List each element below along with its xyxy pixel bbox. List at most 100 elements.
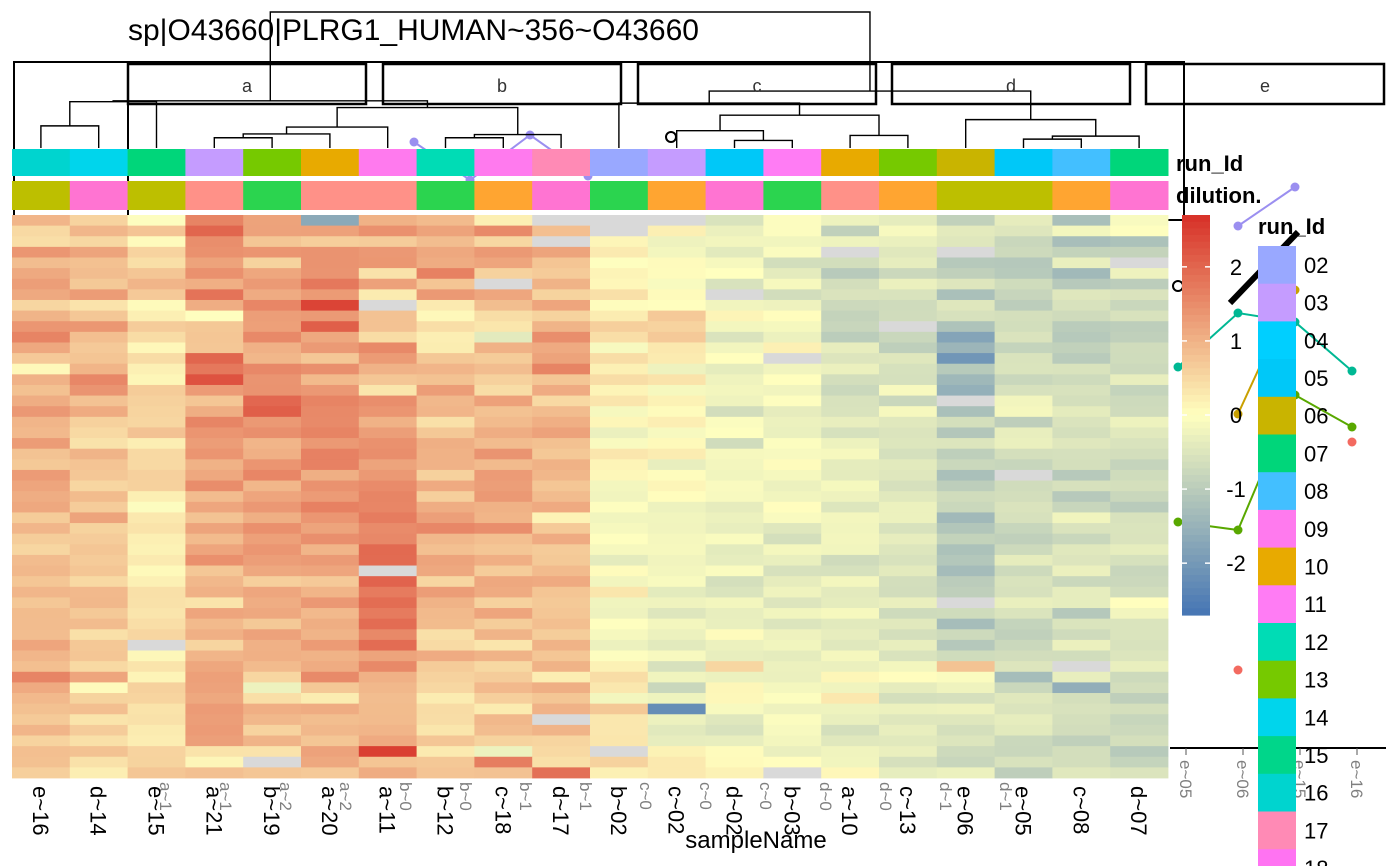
heatmap-cell [301, 629, 360, 641]
heatmap-cell [532, 661, 591, 673]
heatmap-cell [243, 756, 302, 768]
heatmap-cell [358, 469, 417, 481]
heatmap-cell [879, 469, 938, 481]
heatmap-cell [879, 438, 938, 450]
heatmap-cell [185, 374, 244, 386]
heatmap-cell [532, 342, 591, 354]
heatmap-cell [127, 342, 186, 354]
heatmap-cell [590, 703, 649, 715]
legend-swatch [1258, 736, 1296, 775]
heatmap-cell [647, 225, 706, 237]
heatmap-cell [821, 257, 880, 269]
heatmap-cell [532, 310, 591, 322]
color-scale-step [1182, 295, 1210, 303]
heatmap-cell [647, 586, 706, 598]
heatmap-cell [1110, 448, 1169, 460]
heatmap-cell [763, 289, 822, 301]
heatmap-cell [127, 767, 186, 779]
heatmap-cell [532, 459, 591, 471]
heatmap-cell [936, 331, 995, 343]
heatmap-cell [243, 501, 302, 513]
heatmap-cell [1110, 299, 1169, 312]
heatmap-cell [1110, 469, 1169, 481]
heatmap-cell [936, 682, 995, 694]
annotation-dilution-cell [532, 181, 591, 210]
legend-entry-label: 17 [1304, 818, 1328, 843]
heatmap-cell [590, 523, 649, 535]
heatmap-cell [474, 310, 533, 322]
heatmap-cell [12, 618, 71, 630]
heatmap-cell [821, 544, 880, 556]
heatmap-cell [12, 225, 71, 237]
heatmap-cell [243, 735, 302, 747]
heatmap-cell [127, 756, 186, 768]
heatmap-cell [416, 236, 475, 248]
heatmap-cell [936, 618, 995, 630]
legend-entry-label: 14 [1304, 705, 1328, 730]
heatmap-cell [532, 448, 591, 460]
heatmap-cell [821, 661, 880, 673]
color-scale-step [1182, 401, 1210, 409]
bg-tick-label: c~0 [696, 782, 715, 810]
heatmap-cell [705, 597, 764, 609]
heatmap-cell [185, 523, 244, 535]
background-plot-layer: a~1 a~1 a~2 a~2 b~0 b~0 b~1 b~1 c~0 c~0 c~0 d~0 d~0 d… [13, 61, 1386, 811]
heatmap-cell [185, 671, 244, 683]
heatmap-cell [474, 469, 533, 481]
bg-series-point [1347, 437, 1357, 447]
heatmap-cell [127, 480, 186, 492]
heatmap-cell [416, 608, 475, 620]
heatmap-cell [994, 310, 1053, 322]
heatmap-cell [12, 395, 71, 407]
heatmap-cell [647, 342, 706, 354]
heatmap-cell [69, 278, 128, 290]
heatmap-cell [1110, 257, 1169, 269]
heatmap-cell [647, 554, 706, 566]
annotation-run-id-cell [416, 149, 475, 176]
heatmap-cell [301, 682, 360, 694]
heatmap-cell [1110, 756, 1169, 768]
legend-swatch [1258, 321, 1296, 360]
heatmap-cell [994, 586, 1053, 598]
color-scale-step [1182, 268, 1210, 276]
column-label: e~05 [1011, 786, 1036, 836]
heatmap-cell [358, 650, 417, 662]
heatmap-cell [936, 703, 995, 715]
heatmap-cell [994, 650, 1053, 662]
color-scale-step [1182, 348, 1210, 356]
heatmap-cell [12, 544, 71, 556]
heatmap-cell [1110, 533, 1169, 545]
heatmap-cell [1110, 321, 1169, 333]
heatmap-cell [243, 576, 302, 588]
heatmap-cell [763, 459, 822, 471]
heatmap-cell [879, 735, 938, 747]
heatmap-cell [12, 523, 71, 535]
heatmap-cell [590, 639, 649, 651]
heatmap-cell [185, 310, 244, 322]
heatmap-cell [358, 608, 417, 620]
heatmap-cell [358, 767, 417, 779]
annotation-dilution-cell [12, 181, 71, 210]
heatmap-cell [532, 299, 591, 312]
heatmap-cell [763, 480, 822, 492]
heatmap-cell [243, 342, 302, 354]
heatmap-cell [127, 597, 186, 609]
heatmap-cell [879, 215, 938, 227]
heatmap-cell [1110, 310, 1169, 322]
heatmap-cell [994, 225, 1053, 237]
heatmap-cell [474, 586, 533, 598]
heatmap-cell [763, 639, 822, 651]
annotation-dilution-cell [647, 181, 707, 210]
heatmap-cell [243, 416, 302, 428]
color-scale-step [1182, 408, 1210, 416]
heatmap-cell [416, 714, 475, 726]
column-label: e~16 [28, 786, 53, 836]
heatmap-cell [12, 268, 71, 280]
heatmap-cell [12, 629, 71, 641]
heatmap-cell [1052, 724, 1111, 736]
heatmap-cell [705, 565, 764, 577]
heatmap-cell [12, 246, 71, 258]
heatmap-cell [705, 246, 764, 258]
heatmap-cell [185, 576, 244, 588]
heatmap-cell [532, 565, 591, 577]
